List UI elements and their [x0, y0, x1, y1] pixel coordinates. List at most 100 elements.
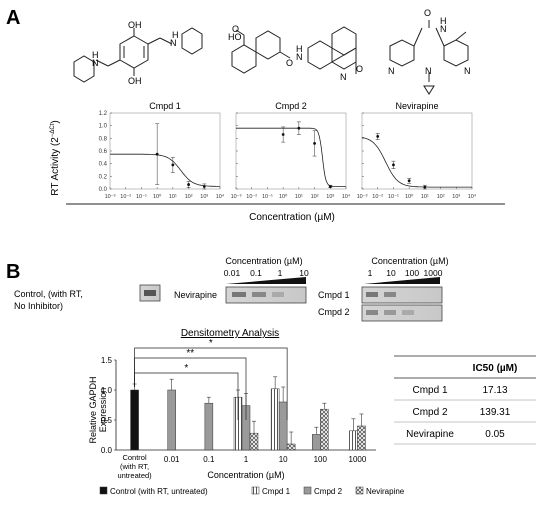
x-tick-label: 10⁻² — [246, 194, 257, 200]
y-tick-label: 0.4 — [99, 162, 108, 168]
densitometry-bar-chart: 1.5 1.0 0.5 0.0 Control(with RT,untreated) 0.… — [101, 338, 376, 480]
data-point — [281, 133, 285, 136]
data-point — [376, 135, 380, 138]
densitometry-ylabel-line2: Expression — [98, 388, 108, 433]
gel-conc-tick: 1000 — [424, 268, 443, 278]
x-tick-label: 10³ — [200, 194, 208, 200]
densitometry-xlabel: Concentration (µM) — [207, 470, 284, 480]
gel-control-label-line2: No Inhibitor) — [14, 301, 63, 311]
y-tick-label: 1.2 — [99, 111, 108, 117]
cmpd2-o1: O — [232, 24, 239, 34]
data-point — [297, 126, 301, 130]
significance-bracket — [134, 372, 239, 420]
data-point — [407, 179, 411, 183]
bar-nevirapine — [249, 432, 259, 451]
curve-panel-1: Cmpd 1 1.2 1.0 0.8 0.6 0.4 0.2 0.010⁻³ 10⁻² 10⁻¹ 1… — [99, 101, 225, 200]
x-tick-label: 10² — [437, 194, 445, 200]
x-tick-label: 10⁴ — [468, 193, 477, 200]
x-tick-label: 10⁰ — [153, 193, 162, 200]
legend-swatch — [251, 486, 260, 495]
bar-category-label: 1 — [244, 455, 249, 464]
panel-a-label: A — [6, 7, 20, 29]
cmpd2-ho: HO — [228, 32, 242, 42]
cmpd1-h-right: H — [172, 30, 179, 40]
curve-panel-2: Cmpd 2 10⁻³ 10⁻² 10⁻¹ 10⁰ 10¹ 10² 10³ 10⁴ — [231, 101, 351, 200]
curve-panel-3: Nevirapine 10⁻³ 10⁻² 10⁻¹ 10⁰ 10¹ 10² 10³ 10⁴ — [357, 101, 477, 200]
y-tick-label: 1.0 — [99, 124, 108, 130]
gel-conc-tick: 10 — [386, 268, 396, 278]
gel-conc-tick: 0.1 — [250, 268, 262, 278]
densitometry-ylabel-line1: Relative GAPDH — [88, 376, 98, 443]
table-header: IC50 (µM) — [473, 363, 518, 374]
legend-swatch — [99, 486, 108, 495]
x-tick-label: 10⁻³ — [357, 194, 368, 200]
gel-conc-tick: 1 — [278, 268, 283, 278]
cmpd1-nh-left: N — [92, 58, 99, 68]
legend-label: Control (with RT, untreated) — [110, 487, 208, 496]
gel-nev-band-2 — [252, 292, 266, 297]
x-tick-label: 10² — [311, 194, 319, 200]
x-tick-label: 10⁻² — [120, 194, 131, 200]
table-cell-name: Nevirapine — [406, 429, 454, 440]
fitted-curve — [110, 153, 220, 187]
gel-conc-wedge-1 — [226, 277, 306, 284]
bar-control-with-rt-untreated- — [130, 389, 139, 451]
gel-control-band — [144, 290, 156, 296]
table-cell-value: 0.05 — [485, 429, 505, 440]
gel-control-label-line1: Control, (with RT, — [14, 289, 83, 299]
gel-conc-tick: 10 — [299, 268, 309, 278]
bar-cmpd-1 — [349, 430, 358, 451]
bar-category-label: 0.1 — [203, 455, 215, 464]
table-cell-value: 139.31 — [480, 407, 511, 418]
significance-marker: * — [184, 363, 188, 374]
gel-conc-label-1: Concentration (µM) — [225, 256, 302, 266]
bar-category-label: (with RT, — [120, 462, 149, 471]
gel-conc-wedge-2 — [364, 277, 440, 284]
y-tick-label: 0.0 — [99, 187, 108, 193]
gel-cmpd1-label: Cmpd 1 — [318, 290, 350, 300]
nev-n-left: N — [388, 66, 395, 76]
data-point — [392, 163, 395, 167]
x-tick-label: 10¹ — [169, 194, 177, 200]
gel-conc-tick: 100 — [405, 268, 419, 278]
curve-panel-frame — [109, 112, 221, 190]
data-point — [328, 185, 332, 188]
panel-b-label: B — [6, 261, 20, 283]
bar-y-tick-label: 1.5 — [101, 356, 113, 365]
gel-c2-band-2 — [384, 310, 396, 315]
cmpd2-n: N — [296, 52, 303, 62]
table-cell-value: 17.13 — [482, 385, 507, 396]
gel-nev-band-3 — [272, 292, 284, 297]
nev-n: N — [425, 66, 432, 76]
x-tick-label: 10⁰ — [279, 193, 288, 200]
curve-panel-frame — [235, 112, 347, 190]
gel-c2-band-1 — [366, 310, 378, 315]
gel-nevirapine-label: Nevirapine — [174, 290, 217, 300]
cmpd1-h-left: H — [92, 50, 99, 60]
data-point — [313, 142, 316, 145]
bar-cmpd-2 — [167, 389, 176, 451]
bar-nevirapine — [320, 408, 329, 451]
curve-panel-title: Cmpd 2 — [275, 101, 307, 111]
data-point — [187, 183, 190, 186]
bar-category-label: Control — [122, 453, 147, 462]
gel-c1-band-1 — [366, 292, 378, 297]
gel-conc-ticks-2: 1 10 100 1000 — [368, 268, 443, 278]
x-tick-label: 10⁻¹ — [262, 194, 273, 200]
data-point — [155, 152, 159, 156]
bar-cmpd-2 — [312, 434, 321, 451]
bar-cmpd-2 — [204, 402, 214, 451]
gel-c1-band-2 — [384, 292, 396, 297]
x-tick-label: 10⁻³ — [105, 194, 116, 200]
x-tick-label: 10³ — [452, 194, 460, 200]
bar-nevirapine — [286, 443, 296, 451]
x-tick-label: 10⁻¹ — [136, 194, 147, 200]
fitted-curve — [361, 137, 472, 188]
data-point — [202, 185, 206, 188]
gel-cmpd1-lane — [361, 286, 443, 304]
structure-nevirapine — [389, 20, 469, 95]
significance-marker: ** — [186, 348, 194, 359]
structure-cmpd2 — [231, 26, 357, 74]
cmpd2-o2: O — [286, 58, 293, 68]
curve-panel-title: Cmpd 1 — [149, 101, 181, 111]
